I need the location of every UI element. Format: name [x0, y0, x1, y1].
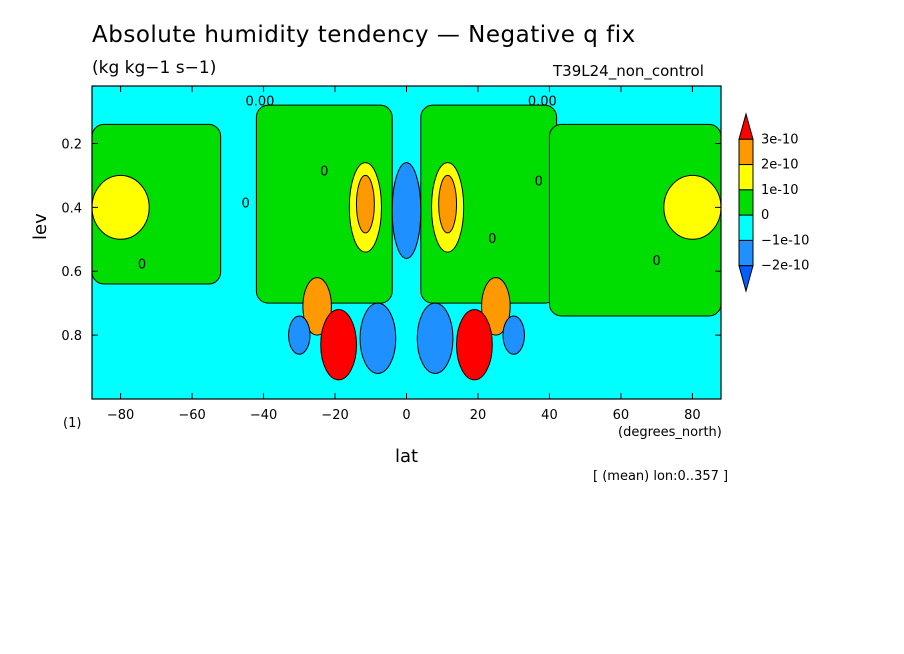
contour-label-7: 0	[653, 254, 661, 269]
mean-info: [ (mean) lon:0..357 ]	[593, 469, 729, 484]
contour-region-5	[663, 174, 721, 240]
page-label: (1)	[63, 416, 82, 431]
contour-region-18	[502, 315, 525, 355]
y-tick-label-0: 0.2	[61, 137, 82, 152]
colorbar-label-4: −1e-10	[761, 233, 809, 248]
colorbar-swatch-1	[738, 138, 754, 166]
plot-area: 0.00 0.00 0 0 0 0 0 0	[91, 85, 722, 400]
colorbar-swatch-2	[738, 164, 754, 191]
colorbar-label-0: 3e-10	[761, 132, 799, 147]
contour-label-5: 0	[535, 174, 543, 189]
contour-label-6: 0	[488, 232, 496, 247]
x-axis-label: lat	[395, 446, 419, 467]
contour-region-13	[456, 309, 493, 381]
chart-title: Absolute humidity tendency — Negative q …	[92, 22, 636, 48]
axes: −80 −60 −40 −20 0 20 40 60 80 0.2 0.4 0.6 0.8	[61, 86, 721, 423]
colorbar-label-3: 0	[761, 208, 769, 223]
colorbar-label-1: 2e-10	[761, 158, 799, 173]
x-tick-label-3: −20	[321, 408, 348, 423]
x-tick-label-6: 40	[541, 408, 558, 423]
contour-region-0	[92, 123, 222, 285]
x-tick-label-7: 60	[613, 408, 630, 423]
x-tick-label-2: −40	[250, 408, 277, 423]
contour-label-4: 0	[138, 257, 146, 272]
colorbar-label-5: −2e-10	[761, 259, 809, 274]
contour-region-9	[438, 174, 458, 234]
contour-region-4	[92, 174, 150, 240]
colorbar-swatch-0	[738, 112, 754, 140]
contour-region-14	[391, 162, 422, 259]
colorbar-swatch-3	[738, 189, 754, 216]
colorbar-swatch-6	[738, 265, 754, 293]
chart-units: (kg kg−1 s−1)	[92, 58, 217, 78]
contour-label-0: 0.00	[245, 94, 274, 109]
contour-region-15	[359, 302, 397, 374]
contour-region-12	[320, 309, 357, 381]
x-tick-label-1: −60	[178, 408, 205, 423]
x-tick-label-0: −80	[107, 408, 134, 423]
colorbar-swatch-5	[738, 239, 754, 267]
colorbar-swatch-4	[738, 214, 754, 241]
contour-label-3: 0	[242, 197, 250, 212]
y-tick-label-2: 0.6	[61, 265, 82, 280]
run-label: T39L24_non_control	[553, 62, 704, 80]
y-tick-label-3: 0.8	[61, 329, 82, 344]
contour-region-10	[302, 277, 332, 336]
colorbar: 3e-10 2e-10 1e-10 0 −1e-10 −2e-10	[738, 112, 809, 293]
x-tick-label-8: 80	[684, 408, 701, 423]
x-tick-label-5: 20	[470, 408, 487, 423]
y-tick-label-1: 0.4	[61, 201, 82, 216]
x-tick-label-4: 0	[402, 408, 410, 423]
contour-label-1: 0.00	[528, 94, 557, 109]
contour-label-2: 0	[320, 165, 328, 180]
x-axis-units: (degrees_north)	[618, 425, 722, 440]
colorbar-label-2: 1e-10	[761, 183, 799, 198]
contour-region-8	[355, 174, 375, 234]
contour-region-11	[481, 277, 511, 336]
contour-region-17	[288, 315, 311, 355]
contour-region-16	[416, 302, 454, 374]
